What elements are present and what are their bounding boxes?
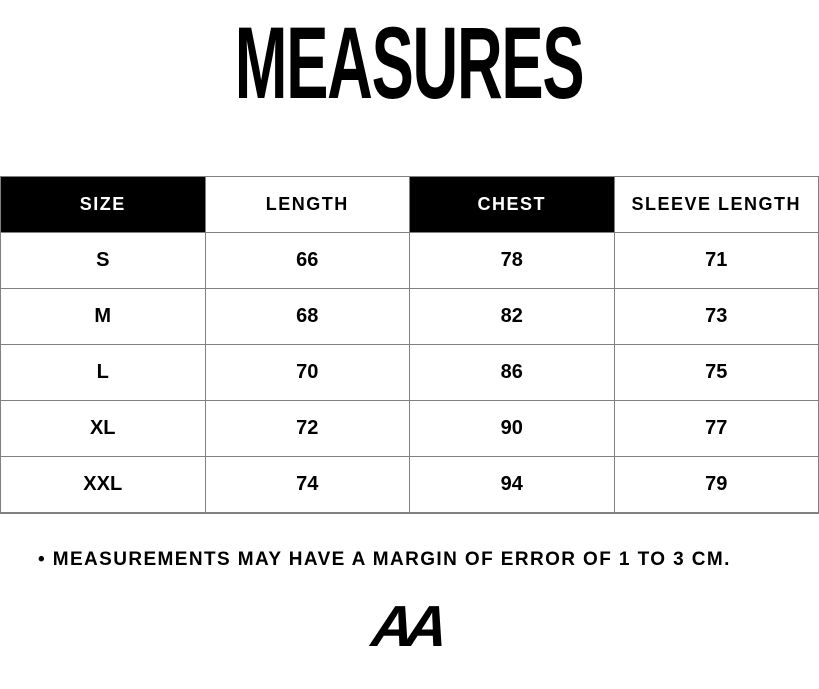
column-header-size: SIZE xyxy=(0,176,206,233)
brand-logo-wrap: AA xyxy=(0,594,819,659)
sleeve-length-cell: 75 xyxy=(613,344,819,401)
length-cell: 68 xyxy=(204,288,410,345)
column-header-length: LENGTH xyxy=(204,176,410,233)
chest-cell: 94 xyxy=(409,456,615,513)
chest-cell: 86 xyxy=(409,344,615,401)
chest-cell: 90 xyxy=(409,400,615,457)
table-row: S 66 78 71 xyxy=(0,232,819,289)
sleeve-length-cell: 77 xyxy=(613,400,819,457)
table-row: L 70 86 75 xyxy=(0,344,819,401)
size-measurements-table: SIZE LENGTH CHEST SLEEVE LENGTH S 66 78 … xyxy=(0,176,819,514)
sleeve-length-cell: 73 xyxy=(613,288,819,345)
size-cell: XXL xyxy=(0,456,206,513)
chest-cell: 78 xyxy=(409,232,615,289)
size-cell: XL xyxy=(0,400,206,457)
length-cell: 70 xyxy=(204,344,410,401)
length-cell: 66 xyxy=(204,232,410,289)
length-cell: 74 xyxy=(204,456,410,513)
column-header-sleeve-length: SLEEVE LENGTH xyxy=(613,176,819,233)
column-header-chest: CHEST xyxy=(409,176,615,233)
chest-cell: 82 xyxy=(409,288,615,345)
table-row: XL 72 90 77 xyxy=(0,400,819,457)
margin-of-error-note: • MEASUREMENTS MAY HAVE A MARGIN OF ERRO… xyxy=(38,549,731,570)
table-row: XXL 74 94 79 xyxy=(0,456,819,513)
table-header-row: SIZE LENGTH CHEST SLEEVE LENGTH xyxy=(0,176,819,233)
sleeve-length-cell: 79 xyxy=(613,456,819,513)
page-title-wrap: MEASURES xyxy=(0,6,819,120)
size-cell: S xyxy=(0,232,206,289)
size-cell: L xyxy=(0,344,206,401)
page-title: MEASURES xyxy=(235,6,585,120)
brand-logo: AA xyxy=(368,594,443,659)
table-row: M 68 82 73 xyxy=(0,288,819,345)
sleeve-length-cell: 71 xyxy=(613,232,819,289)
length-cell: 72 xyxy=(204,400,410,457)
size-cell: M xyxy=(0,288,206,345)
